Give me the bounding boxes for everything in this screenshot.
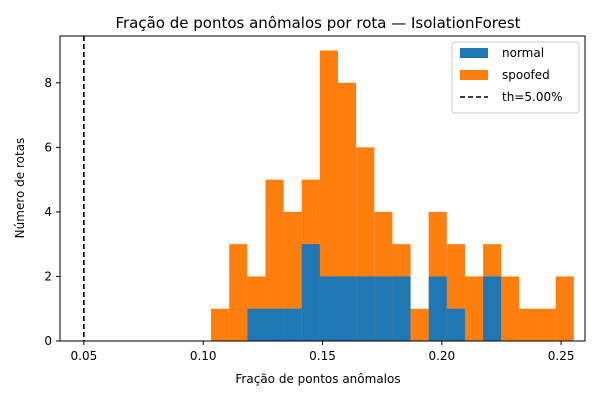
legend-box [451,41,580,114]
bar-spoofed-6 [319,50,339,342]
y-axis-label: Número de rotas [13,138,27,239]
x-tick-label: 0.05 [71,349,98,363]
chart-title: Fração de pontos anômalos por rota — Iso… [115,14,520,32]
bar-normal-8 [356,276,375,341]
bar-spoofed-1 [229,244,248,341]
bar-normal-9 [374,276,393,341]
y-tick-label: 6 [44,140,52,154]
x-tick-label: 0.25 [548,349,575,363]
legend-label-normal: normal [502,46,544,60]
bar-normal-3 [265,308,284,341]
y-tick-label: 0 [44,334,52,348]
bar-normal-13 [446,308,465,341]
legend-label-threshold: th=5.00% [502,90,563,104]
bar-spoofed-16 [501,276,520,341]
bar-spoofed-18 [537,308,556,341]
bars-group [211,50,574,342]
legend-swatch-spoofed [460,70,488,80]
bar-spoofed-19 [555,276,574,341]
legend-swatch-normal [460,48,488,58]
y-tick-label: 2 [44,269,52,283]
bar-normal-4 [283,308,302,341]
y-tick-label: 4 [44,205,52,219]
legend-label-spoofed: spoofed [502,68,550,82]
bar-normal-2 [247,308,266,341]
bar-spoofed-0 [211,308,230,341]
bar-normal-7 [338,276,357,341]
bar-spoofed-11 [410,308,429,341]
x-tick-label: 0.20 [428,349,455,363]
y-tick-label: 8 [44,76,52,90]
bar-normal-10 [392,276,411,341]
bar-spoofed-3 [265,179,284,341]
legend: normal spoofed th=5.00% [451,41,580,114]
x-axis-ticks: 0.05 0.10 0.15 0.20 0.25 [71,341,575,363]
bar-normal-5 [301,244,320,341]
x-tick-label: 0.10 [190,349,217,363]
bar-spoofed-17 [519,308,538,341]
bar-spoofed-14 [464,276,484,341]
bar-normal-12 [428,276,447,341]
x-tick-label: 0.15 [309,349,336,363]
y-axis-ticks: 0 2 4 6 8 [44,76,60,348]
x-axis-label: Fração de pontos anômalos [235,372,400,386]
bar-normal-6 [319,276,339,341]
bar-normal-15 [483,276,502,341]
